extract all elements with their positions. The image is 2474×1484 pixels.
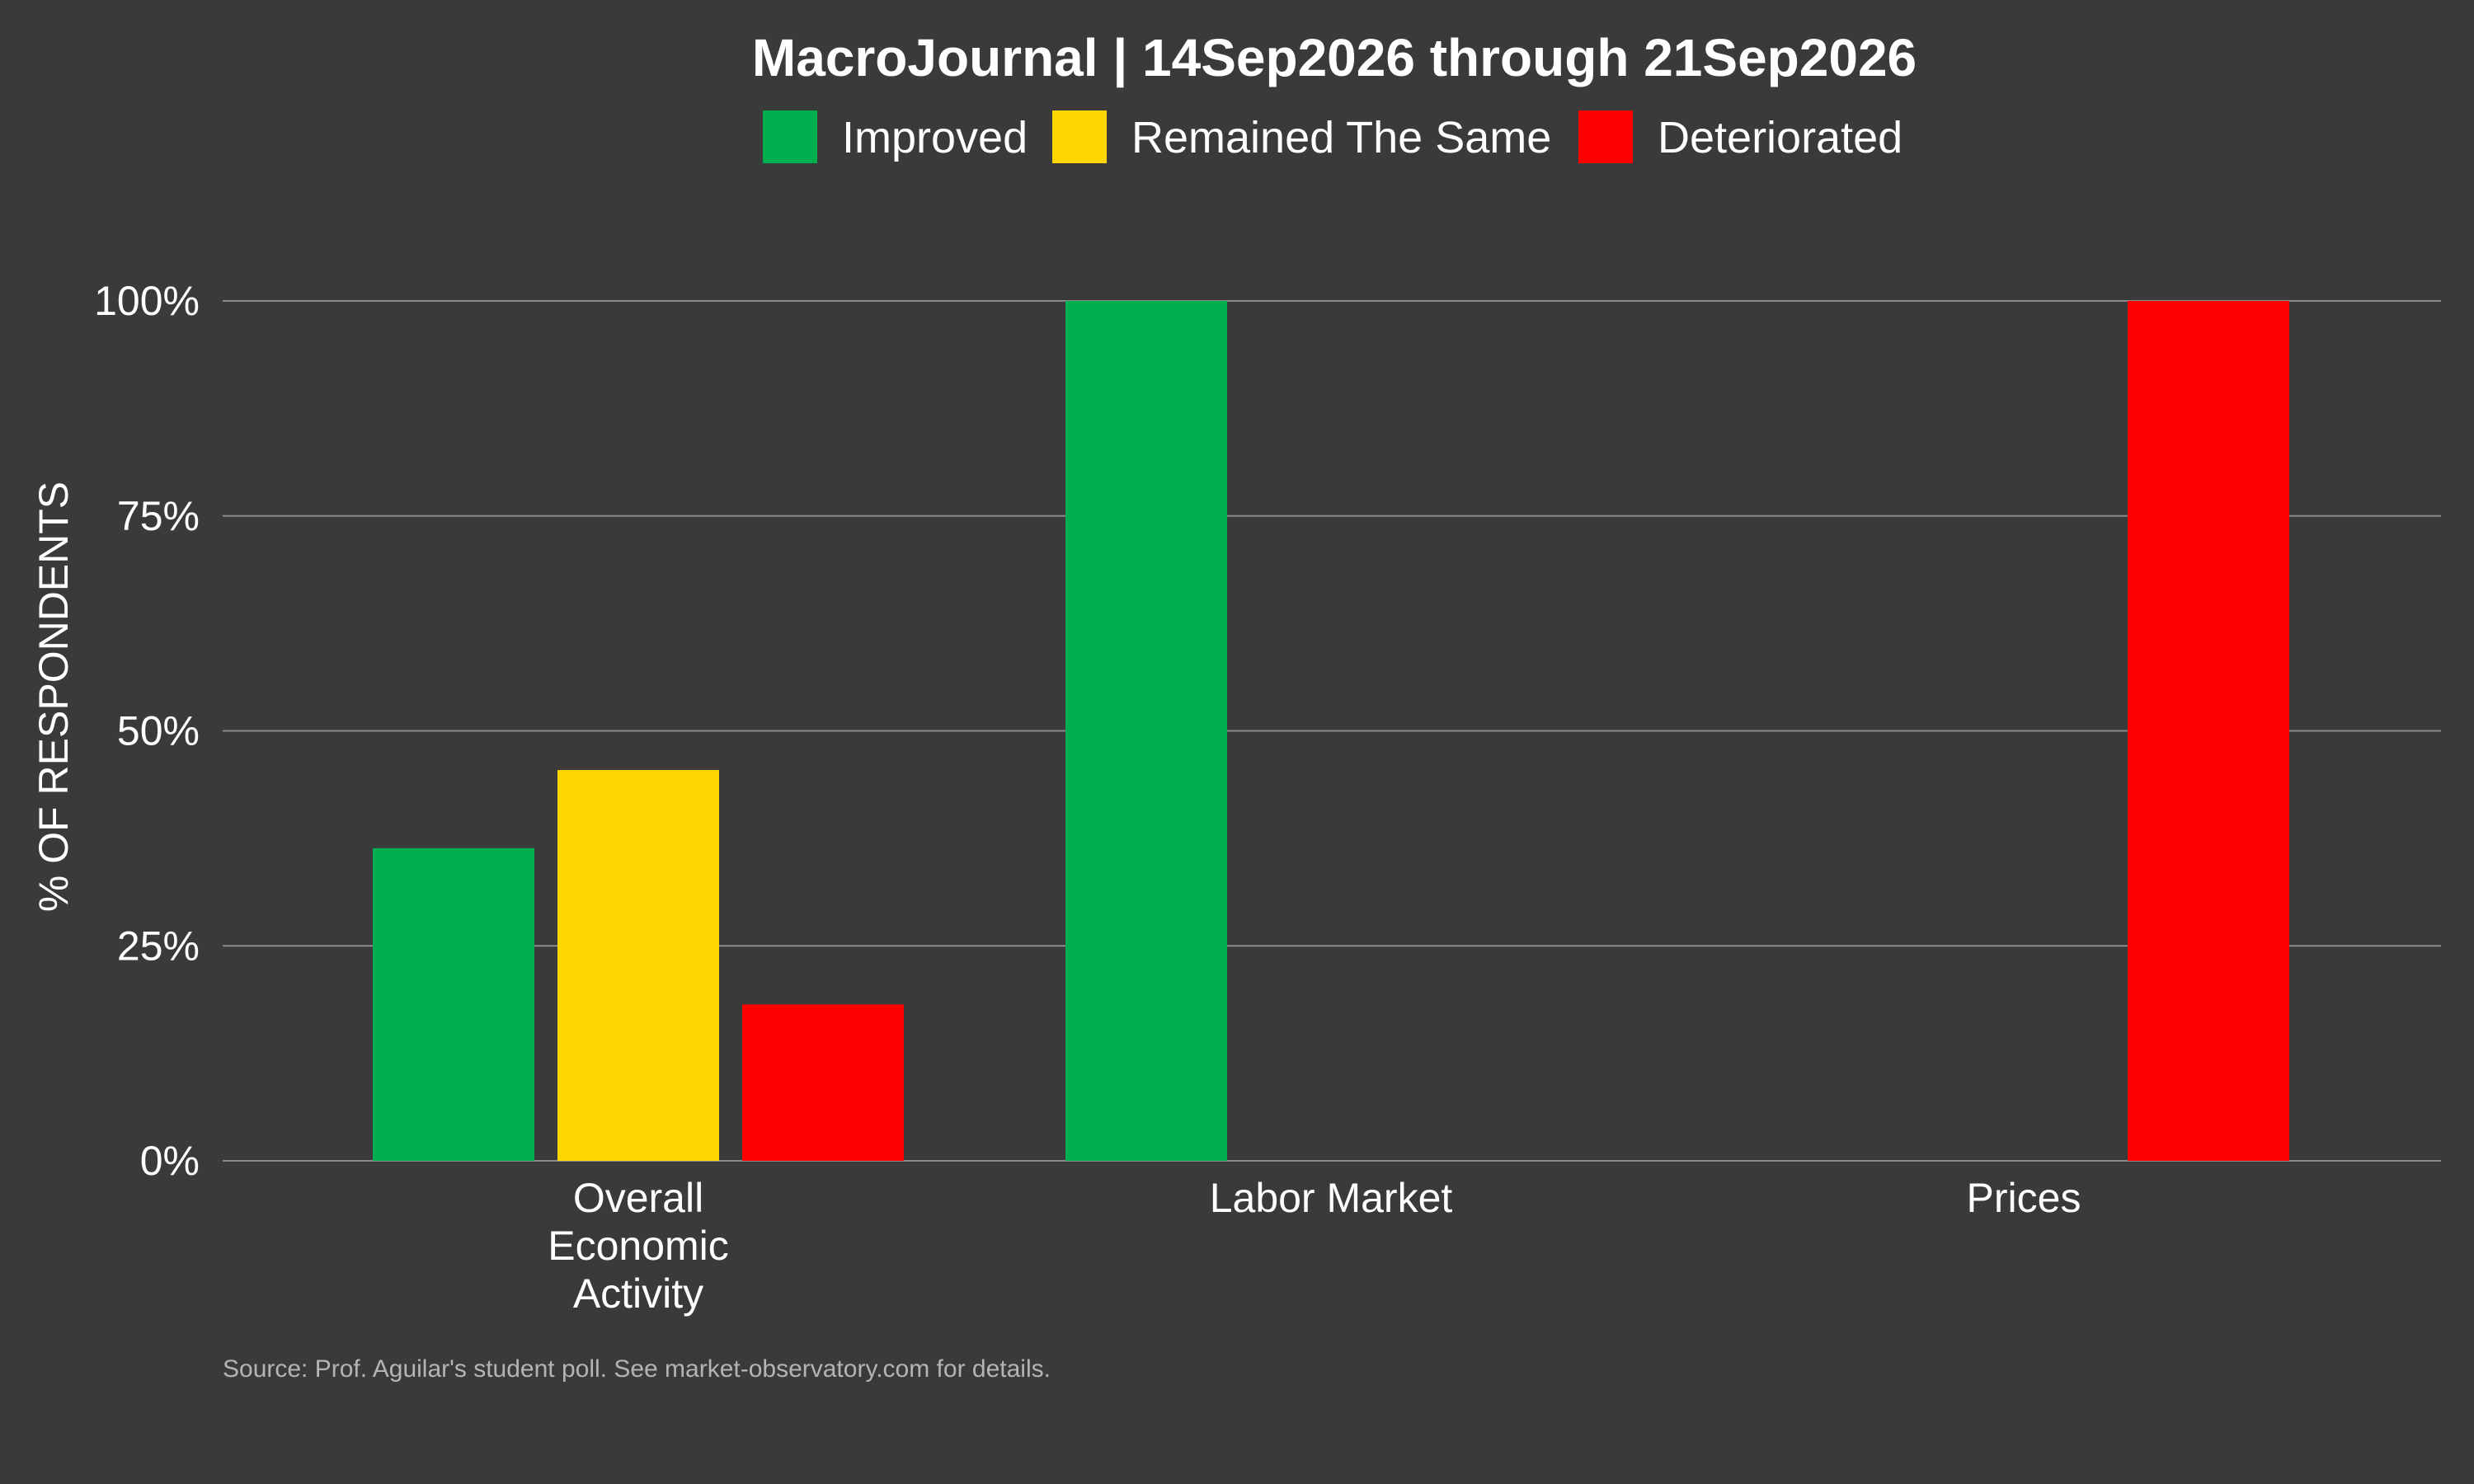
x-tick-label: Economic [548, 1223, 729, 1269]
x-tick-label: Overall [573, 1175, 703, 1221]
bar [557, 769, 719, 1161]
legend: Improved Remained The Same Deteriorated [763, 110, 1903, 163]
y-axis-label: % OF RESPONDENTS [31, 481, 77, 912]
x-tick-label: Prices [1967, 1175, 2081, 1221]
source-note: Source: Prof. Aguilar's student poll. Se… [223, 1355, 1051, 1383]
y-tick-label: 75% [117, 493, 200, 539]
bar [742, 1004, 904, 1161]
x-tick-label: Activity [573, 1270, 703, 1317]
legend-swatch [1052, 110, 1107, 163]
y-tick-label: 100% [94, 278, 200, 324]
bar [1065, 301, 1227, 1161]
bar [373, 848, 534, 1161]
bars [373, 301, 2289, 1161]
x-tick-label: Labor Market [1210, 1175, 1453, 1221]
legend-label: Remained The Same [1131, 113, 1551, 162]
legend-label: Deteriorated [1658, 113, 1903, 162]
bar [2128, 301, 2289, 1161]
legend-label: Improved [842, 113, 1028, 162]
y-axis-ticks: 0% 25% 50% 75% 100% [94, 278, 200, 1184]
legend-swatch [1578, 110, 1633, 163]
legend-swatch [763, 110, 817, 163]
chart-title: MacroJournal | 14Sep2026 through 21Sep20… [752, 28, 1917, 88]
y-tick-label: 50% [117, 708, 200, 754]
y-tick-label: 25% [117, 923, 200, 969]
y-tick-label: 0% [140, 1138, 200, 1184]
